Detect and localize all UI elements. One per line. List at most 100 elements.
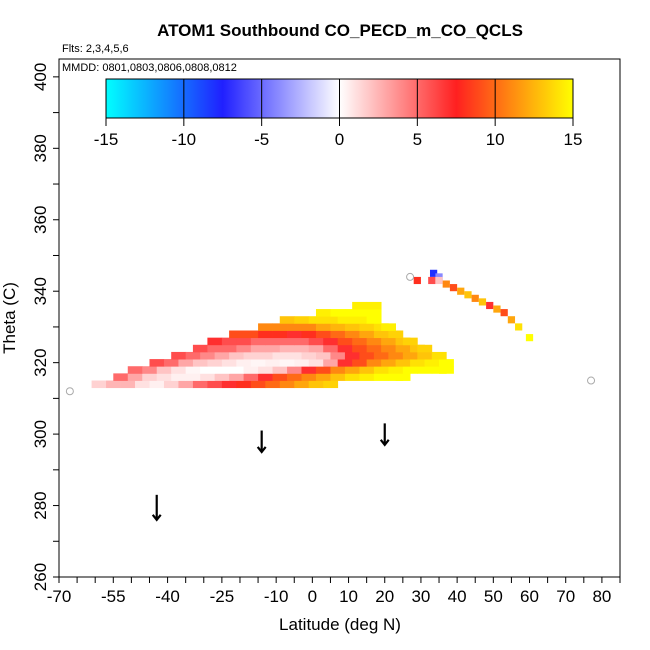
heatmap-cell — [344, 309, 360, 317]
heatmap-cell — [287, 366, 302, 374]
heatmap-cell — [221, 359, 237, 367]
heatmap-cell — [258, 330, 273, 339]
heatmap-cell — [207, 380, 223, 389]
heatmap-cell — [344, 323, 360, 331]
heatmap-cell — [178, 359, 194, 367]
empty-marker-circle — [406, 272, 415, 281]
heatmap-cell — [294, 337, 310, 346]
heatmap-cell — [272, 366, 288, 374]
y-tick-label: 340 — [31, 277, 50, 305]
y-tick-label: 400 — [31, 63, 50, 91]
arrow-head — [256, 446, 267, 454]
heatmap-cell — [323, 359, 339, 367]
heatmap-cell — [330, 373, 346, 381]
heatmap-cell — [381, 323, 396, 331]
heatmap-cell — [236, 380, 252, 389]
heatmap-cell — [395, 359, 411, 367]
heatmap-cell — [142, 366, 158, 374]
heatmap-cell — [359, 373, 375, 381]
heatmap-cell — [287, 330, 302, 339]
heatmap-cell — [330, 351, 346, 360]
heatmap-cell — [301, 351, 317, 360]
heatmap-cell — [315, 373, 331, 381]
heatmap-cell — [388, 351, 404, 360]
heatmap-cell — [243, 366, 259, 374]
heatmap-cell — [221, 380, 237, 389]
heatmap-cell — [344, 366, 360, 374]
heatmap-cell — [236, 359, 252, 367]
heatmap-cell — [352, 359, 368, 367]
down-arrow — [151, 494, 162, 522]
heatmap-cell — [315, 309, 331, 317]
heatmap-trail-cell — [525, 334, 534, 342]
heatmap-cell — [214, 366, 230, 374]
heatmap-cell — [236, 337, 252, 346]
heatmap-cell — [308, 359, 324, 367]
colorbar-tick-label: -10 — [172, 130, 197, 149]
heatmap-trail-cell — [435, 276, 443, 285]
heatmap-cell — [258, 323, 273, 331]
heatmap-trail-cell — [428, 276, 436, 285]
arrow-head — [379, 439, 390, 447]
heatmap-cell — [301, 330, 317, 339]
x-tick-label: 10 — [339, 587, 358, 606]
heatmap-cell — [120, 380, 136, 389]
y-axis-label: Theta (C) — [0, 282, 19, 354]
heatmap-cell — [149, 380, 165, 389]
y-tick-label: 380 — [31, 134, 50, 162]
heatmap-cell — [185, 373, 201, 381]
y-tick-label: 260 — [31, 563, 50, 591]
heatmap-cell — [417, 351, 433, 360]
heatmap-cell — [344, 373, 360, 381]
heatmap-cell — [287, 323, 302, 331]
heatmap-cell — [221, 344, 237, 353]
heatmap-cell — [301, 373, 317, 381]
heatmap-cell — [373, 366, 389, 374]
heatmap-cell — [308, 344, 324, 353]
down-arrow — [379, 423, 390, 447]
heatmap-cell — [149, 359, 165, 367]
heatmap-cell — [359, 366, 375, 374]
heatmap-cell — [265, 337, 281, 346]
heatmap-cell — [287, 373, 302, 381]
heatmap-cell — [323, 380, 339, 389]
heatmap-cell — [381, 344, 396, 353]
chart-title: ATOM1 Southbound CO_PECD_m_CO_QCLS — [157, 21, 523, 40]
heatmap-cell — [163, 380, 179, 389]
x-tick-label: -40 — [155, 587, 180, 606]
heatmap-cell — [344, 330, 360, 339]
heatmap-cell — [265, 380, 281, 389]
heatmap-cell — [229, 330, 244, 339]
heatmap-cell — [178, 380, 194, 389]
heatmap-cell — [330, 309, 346, 317]
heatmap-cell — [315, 323, 331, 331]
heatmap-cell — [185, 351, 201, 360]
x-tick-label: 70 — [556, 587, 575, 606]
heatmap-cell — [373, 330, 389, 339]
heatmap-trail-cell — [429, 269, 438, 277]
x-tick-label: 60 — [520, 587, 539, 606]
heatmap-trail-cell — [507, 316, 516, 324]
heatmap-cell — [279, 316, 295, 324]
heatmap-cell — [171, 351, 187, 360]
heatmap-trail-cell — [442, 280, 450, 288]
colorbar-tick-label: 10 — [486, 130, 505, 149]
x-tick-label: -10 — [264, 587, 289, 606]
heatmap-cell — [258, 373, 273, 381]
heatmap-cell — [192, 380, 208, 389]
heatmap-cell — [294, 359, 310, 367]
heatmap-cell — [366, 337, 382, 346]
heatmap-cell — [229, 373, 244, 381]
heatmap-cell — [439, 359, 454, 367]
heatmap-cell — [142, 373, 158, 381]
heatmap-cell — [163, 359, 179, 367]
y-tick-label: 360 — [31, 206, 50, 234]
heatmap-cell — [388, 330, 404, 339]
heatmap-cell — [395, 344, 411, 353]
heatmap-cell — [243, 351, 259, 360]
heatmap-cell — [207, 344, 223, 353]
heatmap-cell — [127, 373, 143, 381]
y-tick-label: 320 — [31, 348, 50, 376]
heatmap-cell — [301, 366, 317, 374]
heatmap-cell — [294, 380, 310, 389]
